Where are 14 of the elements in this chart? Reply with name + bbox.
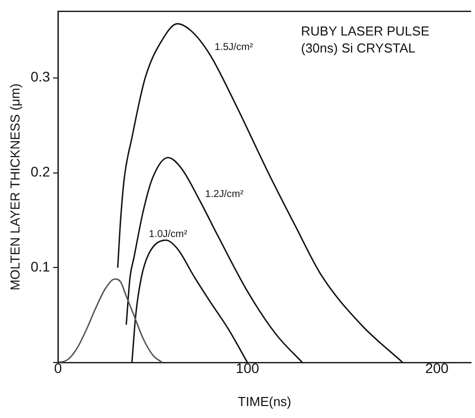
y-axis-title: MOLTEN LAYER THICKNESS (μm)	[7, 84, 22, 290]
x-tick-label: 100	[236, 360, 260, 376]
annotation: RUBY LASER PULSE	[301, 23, 430, 38]
series-label: 1.0J/cm²	[148, 228, 188, 240]
x-tick-label: 0	[54, 360, 62, 376]
y-tick-label: 0.2	[30, 164, 50, 180]
x-tick-label: 200	[425, 360, 449, 376]
x-axis-title: TIME(ns)	[238, 394, 292, 409]
annotation: (30ns) Si CRYSTAL	[301, 40, 416, 56]
line-series	[58, 278, 163, 363]
y-tick-label: 0.3	[30, 68, 50, 85]
y-tick-label: 0.1	[30, 258, 50, 275]
series-label: 1.5J/cm²	[214, 42, 254, 53]
series-label: 1.2J/cm²	[205, 188, 244, 200]
